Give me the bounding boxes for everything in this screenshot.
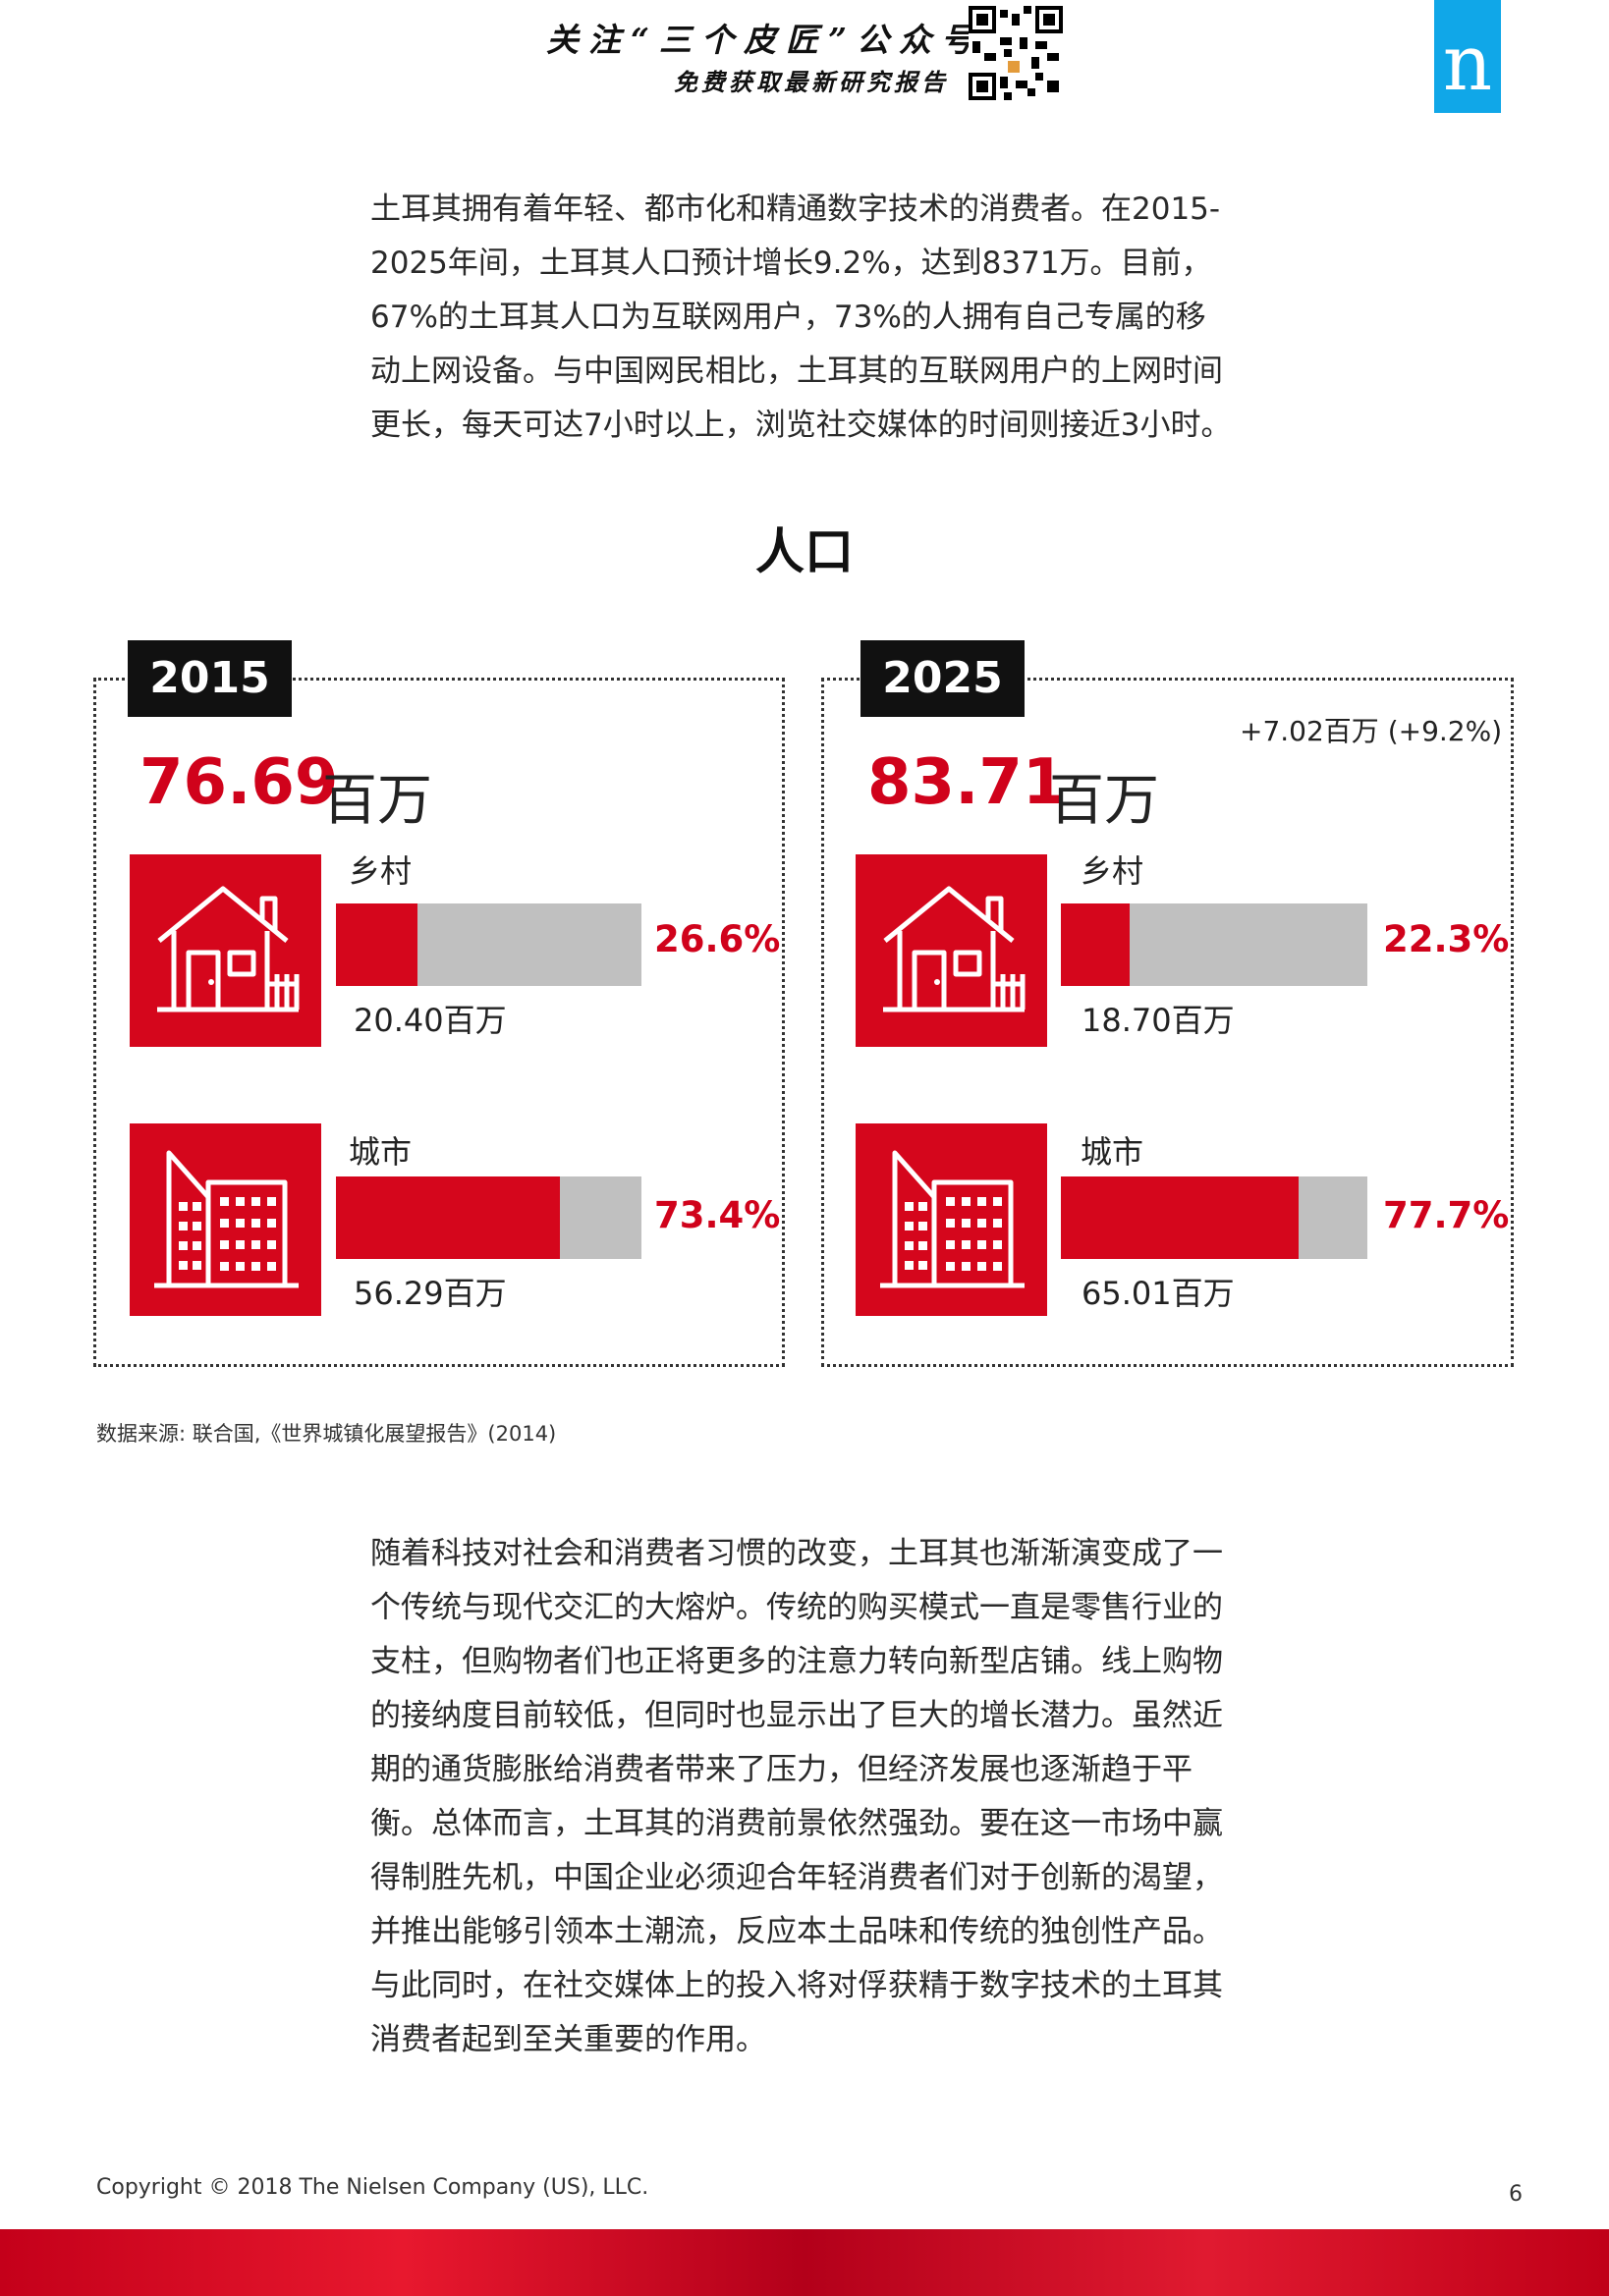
city-buildings-icon — [880, 1150, 1025, 1288]
urban-icon-box-2025 — [856, 1123, 1047, 1316]
year-tab-2015: 2015 — [128, 640, 292, 717]
rural-percent-2025: 22.3% — [1383, 918, 1510, 960]
urban-bar-2025 — [1061, 1176, 1367, 1259]
promo-banner-subtitle: 免费获取最新研究报告 — [674, 68, 949, 96]
qr-code-icon[interactable] — [969, 6, 1063, 100]
rural-icon-box-2015 — [130, 854, 321, 1047]
urban-percent-2015: 73.4% — [654, 1194, 781, 1236]
rural-label-2015: 乡村 — [349, 852, 413, 890]
rural-icon-box-2025 — [856, 854, 1047, 1047]
total-unit-2015: 百万 — [322, 769, 432, 833]
urban-label-2015: 城市 — [349, 1133, 413, 1171]
promo-banner-title: 关注“三个皮匠”公众号 — [546, 21, 983, 59]
nielsen-logo: n — [1434, 0, 1501, 113]
total-unit-2025: 百万 — [1049, 769, 1159, 833]
body-paragraph: 随着科技对社会和消费者习惯的改变，土耳其也渐渐演变成了一个传统与现代交汇的大熔炉… — [370, 1536, 1223, 2057]
urban-bar-fill-2015 — [336, 1176, 561, 1259]
rural-bar-2025 — [1061, 903, 1367, 986]
total-population-2015: 76.69 — [139, 746, 339, 819]
urban-bar-fill-2025 — [1061, 1176, 1300, 1259]
intro-paragraph: 土耳其拥有着年轻、都市化和精通数字技术的消费者。在2015-2025年间，土耳其… — [370, 191, 1232, 443]
house-icon — [883, 886, 1026, 1012]
rural-bar-fill-2015 — [336, 903, 417, 986]
data-source-note: 数据来源: 联合国,《世界城镇化展望报告》(2014) — [96, 1422, 557, 1446]
rural-value-2015: 20.40百万 — [354, 1002, 507, 1039]
urban-percent-2025: 77.7% — [1383, 1194, 1510, 1236]
year-tab-2025: 2025 — [860, 640, 1025, 717]
urban-icon-box-2015 — [130, 1123, 321, 1316]
rural-bar-fill-2025 — [1061, 903, 1130, 986]
footer-decorative-band — [0, 2229, 1609, 2296]
rural-label-2025: 乡村 — [1081, 852, 1144, 890]
population-panel-2015 — [93, 678, 785, 1367]
house-icon — [157, 886, 300, 1012]
total-population-2025: 83.71 — [867, 746, 1067, 819]
urban-label-2025: 城市 — [1081, 1133, 1144, 1171]
urban-value-2015: 56.29百万 — [354, 1275, 507, 1312]
urban-bar-2015 — [336, 1176, 641, 1259]
city-buildings-icon — [154, 1150, 299, 1288]
section-title: 人口 — [755, 523, 854, 580]
rural-bar-2015 — [336, 903, 641, 986]
rural-percent-2015: 26.6% — [654, 918, 781, 960]
copyright-notice: Copyright © 2018 The Nielsen Company (US… — [96, 2175, 649, 2200]
page-number: 6 — [1509, 2182, 1523, 2207]
population-panel-2025 — [821, 678, 1514, 1367]
population-change-2025: +7.02百万 (+9.2%) — [1240, 715, 1503, 747]
rural-value-2025: 18.70百万 — [1082, 1002, 1235, 1039]
urban-value-2025: 65.01百万 — [1082, 1275, 1235, 1312]
